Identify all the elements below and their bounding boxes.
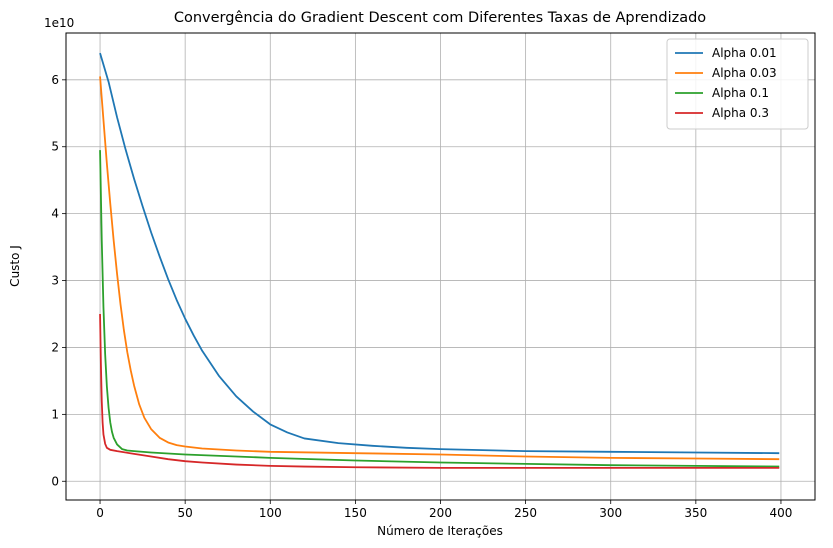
y-tick-label: 0 — [51, 474, 59, 488]
legend-label: Alpha 0.1 — [712, 86, 769, 100]
series-lines — [99, 52, 780, 469]
y-tick-label: 6 — [51, 73, 59, 87]
legend-label: Alpha 0.03 — [712, 66, 777, 80]
series-line — [99, 52, 780, 455]
x-tick-label: 250 — [514, 506, 537, 520]
y-tick-label: 3 — [51, 274, 59, 288]
x-tick-label: 350 — [684, 506, 707, 520]
y-axis-label: Custo J — [8, 245, 22, 287]
legend-label: Alpha 0.01 — [712, 46, 777, 60]
legend-label: Alpha 0.3 — [712, 106, 769, 120]
x-axis-ticks: 0 50 100 150 200 250 300 350 400 — [96, 500, 792, 520]
y-axis-multiplier: 1e10 — [44, 16, 74, 30]
x-tick-label: 50 — [178, 506, 193, 520]
y-tick-label: 2 — [51, 340, 59, 354]
x-axis-label: Número de Iterações — [377, 524, 503, 538]
series-line — [99, 150, 780, 468]
chart-title: Convergência do Gradient Descent com Dif… — [174, 10, 706, 26]
x-tick-label: 150 — [344, 506, 367, 520]
y-tick-label: 1 — [51, 407, 59, 421]
series-line — [99, 76, 780, 461]
x-tick-label: 200 — [429, 506, 452, 520]
series-line — [99, 313, 780, 469]
grid — [66, 33, 815, 500]
legend-box — [666, 38, 809, 130]
x-tick-label: 400 — [770, 506, 793, 520]
y-axis-ticks: 0 1 2 3 4 5 6 — [51, 73, 66, 488]
y-tick-label: 4 — [51, 207, 59, 221]
x-tick-label: 300 — [599, 506, 622, 520]
x-tick-label: 0 — [96, 506, 104, 520]
y-tick-label: 5 — [51, 140, 59, 154]
x-tick-label: 100 — [259, 506, 282, 520]
legend: Alpha 0.01 Alpha 0.03 Alpha 0.1 Alpha 0.3 — [666, 38, 809, 130]
